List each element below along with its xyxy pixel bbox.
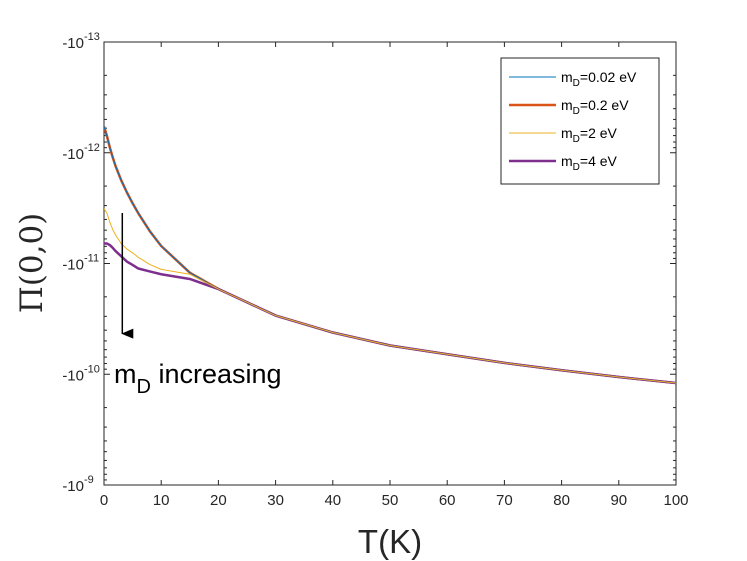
annotation-sub: D <box>137 376 151 398</box>
legend: mD=0.02 eV mD=0.2 eV mD=2 eV mD=4 eV <box>500 57 660 185</box>
legend-box <box>500 57 660 185</box>
y-tick-label: -10 <box>62 367 84 384</box>
series-lines <box>104 126 676 385</box>
legend-label: mD=0.2 eV <box>561 97 629 117</box>
annotation-label: mD increasing <box>114 359 282 398</box>
y-axis-title: Π(0,0) <box>14 213 50 314</box>
series-line-2 <box>104 208 676 384</box>
y-tick-exponent: -13 <box>84 31 100 43</box>
y-tick-label: -10 <box>62 478 84 495</box>
y-tick-label: -10 <box>62 35 84 52</box>
x-axis-title: T(K) <box>358 523 422 560</box>
y-tick-exponent: -11 <box>84 253 99 265</box>
legend-label: mD=4 eV <box>561 153 618 173</box>
legend-label: mD=0.02 eV <box>561 69 637 89</box>
x-tick-label: 70 <box>496 492 513 509</box>
y-tick-exponent: -12 <box>84 142 100 154</box>
annotation-rest: increasing <box>151 359 282 389</box>
x-tick-label: 60 <box>439 492 456 509</box>
x-tick-label: 20 <box>210 492 227 509</box>
x-tick-label: 40 <box>324 492 341 509</box>
y-axis-ticks: -10 -13-10 -12-10 -11-10 -10-10 -9 <box>62 31 676 495</box>
x-tick-label: 80 <box>553 492 570 509</box>
annotation-main: m <box>114 359 137 389</box>
y-tick-exponent: -9 <box>84 474 94 486</box>
y-tick-label: -10 <box>62 257 84 274</box>
annotation: mD increasing <box>114 213 282 398</box>
y-tick-exponent: -10 <box>84 363 100 375</box>
x-axis-ticks: 0 10 20 30 40 50 60 70 80 90 100 <box>100 42 689 509</box>
x-tick-label: 30 <box>267 492 284 509</box>
x-tick-label: 100 <box>663 492 688 509</box>
y-tick-label: -10 <box>62 146 84 163</box>
x-tick-label: 0 <box>100 492 108 509</box>
x-tick-label: 10 <box>153 492 170 509</box>
x-tick-label: 50 <box>382 492 399 509</box>
x-tick-label: 90 <box>610 492 627 509</box>
legend-label: mD=2 eV <box>561 125 618 145</box>
